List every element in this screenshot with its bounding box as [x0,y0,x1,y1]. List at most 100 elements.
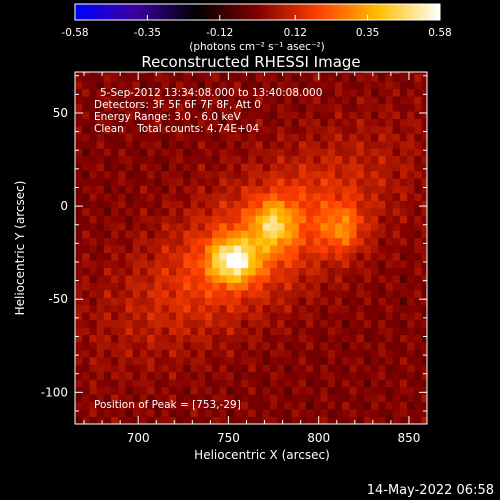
heatmap-cell [407,409,415,417]
heatmap-cell [233,126,242,134]
heatmap-cell [320,297,329,306]
heatmap-cell [125,349,134,358]
heatmap-cell [248,222,256,231]
heatmap-cell [320,178,329,187]
heatmap-cell [269,103,278,112]
heatmap-cell [262,207,271,216]
heatmap-cell [407,133,415,142]
heatmap-cell [421,207,427,216]
heatmap-cell [262,267,271,276]
heatmap-cell [132,200,141,209]
heatmap-cell [125,96,134,105]
heatmap-cell [298,282,307,291]
heatmap-cell [385,237,394,246]
heatmap-cell [212,394,220,403]
heatmap-cell [334,230,343,239]
heatmap-cell [226,327,235,335]
heatmap-cell [183,327,191,335]
heatmap-cell [241,81,249,90]
heatmap-cell [399,111,408,119]
heatmap-cell [262,245,271,254]
heatmap-cell [226,222,235,231]
heatmap-cell [103,245,112,254]
heatmap-cell [327,312,336,321]
heatmap-cell [204,111,213,119]
heatmap-cell [75,289,83,298]
heatmap-cell [392,88,401,97]
heatmap-cell [392,222,401,231]
heatmap-cell [139,215,148,224]
heatmap-cell [262,230,271,239]
heatmap-cell [147,260,155,268]
heatmap-cell [248,409,256,417]
heatmap-cell [183,118,191,127]
heatmap-cell [371,282,379,291]
heatmap-cell [306,133,314,142]
heatmap-cell [96,245,105,254]
heatmap-cell [262,416,271,424]
heatmap-cell [241,215,249,224]
heatmap-cell [407,163,415,172]
heatmap-cell [334,163,343,172]
heatmap-cell [306,371,314,380]
heatmap-cell [96,364,105,373]
heatmap-cell [255,356,264,365]
heatmap-cell [82,356,90,365]
heatmap-cell [219,386,228,395]
heatmap-cell [414,178,422,187]
heatmap-cell [75,207,83,216]
heatmap-cell [385,282,394,291]
heatmap-cell [334,222,343,231]
heatmap-cell [139,126,148,134]
heatmap-cell [89,222,98,231]
heatmap-cell [118,289,126,298]
heatmap-cell [255,207,264,216]
heatmap-cell [118,193,126,201]
heatmap-cell [103,163,112,172]
heatmap-cell [414,126,422,134]
heatmap-cell [154,342,163,350]
heatmap-cell [298,96,307,105]
heatmap-cell [233,386,242,395]
heatmap-cell [291,282,300,291]
heatmap-cell [204,394,213,403]
heatmap-cell [342,275,350,283]
heatmap-cell [139,297,148,306]
heatmap-cell [154,140,163,149]
heatmap-cell [291,401,300,410]
heatmap-cell [392,72,401,75]
heatmap-cell [176,140,184,149]
heatmap-cell [327,133,336,142]
heatmap-cell [82,312,90,321]
heatmap-cell [103,96,112,105]
heatmap-cell [378,304,386,313]
heatmap-cell [262,349,271,358]
heatmap-cell [226,371,235,380]
heatmap-cell [306,178,314,187]
heatmap-cell [298,222,307,231]
heatmap-cell [248,394,256,403]
heatmap-cell [82,215,90,224]
heatmap-cell [414,267,422,276]
heatmap-cell [306,334,314,343]
heatmap-cell [349,148,357,157]
heatmap-cell [89,73,98,82]
heatmap-cell [356,364,365,373]
heatmap-cell [161,312,170,321]
heatmap-cell [320,304,329,313]
heatmap-cell [313,207,321,216]
heatmap-cell [306,312,314,321]
heatmap-cell [378,193,386,201]
heatmap-cell [154,103,163,112]
heatmap-cell [111,72,119,75]
heatmap-cell [226,334,235,343]
heatmap-cell [399,401,408,410]
heatmap-cell [371,416,379,424]
heatmap-cell [168,140,177,149]
heatmap-cell [262,222,271,231]
heatmap-cell [342,386,350,395]
heatmap-cell [103,118,112,127]
heatmap-cell [190,96,199,105]
heatmap-cell [183,297,191,306]
heatmap-cell [118,379,126,388]
